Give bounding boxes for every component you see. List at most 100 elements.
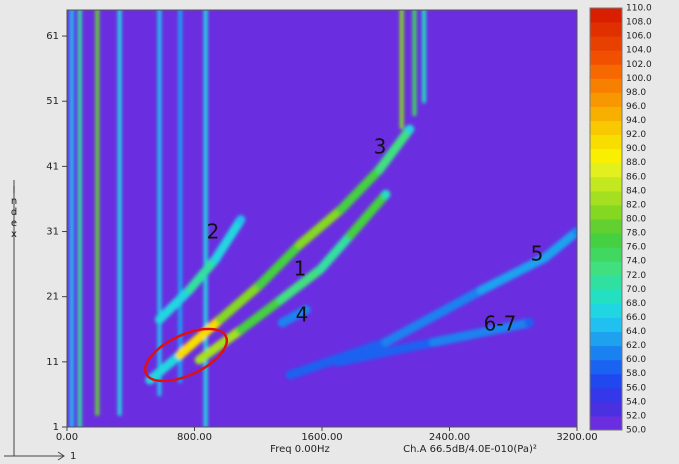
colorbar-band	[590, 78, 622, 93]
ridge-segment	[374, 124, 415, 175]
colorbar-band	[590, 134, 622, 150]
colorbar-tick-label: 100.0	[626, 74, 652, 84]
colorbar-tick-label: 78.0	[626, 229, 646, 239]
colorbar-band	[590, 190, 622, 206]
colorbar-band	[590, 387, 622, 403]
annotation: 1	[294, 257, 307, 281]
annotation: 3	[374, 135, 387, 159]
colorbar-tick-label: 104.0	[626, 46, 652, 56]
colorbar-band	[590, 373, 622, 389]
colorbar-band	[590, 8, 622, 23]
colorbar-band	[590, 176, 622, 192]
ridge-segment	[315, 230, 356, 274]
colorbar-tick-label: 86.0	[626, 172, 646, 182]
ridge-segment	[154, 285, 195, 324]
background-level	[67, 10, 577, 427]
colorbar-tick-label: 88.0	[626, 158, 646, 168]
colorbar-band	[590, 204, 622, 220]
colorbar-tick-label: 60.0	[626, 355, 646, 365]
colorbar-tick-label: 98.0	[626, 88, 646, 98]
ridge-segment	[210, 215, 246, 265]
colorbar-tick-label: 50.0	[626, 426, 646, 436]
colorbar-tick-label: 90.0	[626, 144, 646, 154]
y-tick-label: 31	[46, 227, 59, 238]
colorbar-band	[590, 247, 622, 262]
colorbar-frame	[589, 7, 623, 431]
x-tick-label: 2400.00	[429, 432, 470, 443]
colorbar-tick-label: 84.0	[626, 186, 646, 196]
colorbar-tick-label: 106.0	[626, 32, 652, 42]
colorbar-band	[590, 64, 622, 79]
ridge-segment	[145, 350, 185, 385]
colorbar-band	[590, 106, 622, 122]
colorbar-band	[590, 148, 622, 164]
x-tick-label: 800.00	[177, 432, 212, 443]
ridge-segment	[540, 227, 577, 263]
ridge-segment	[175, 314, 225, 360]
annotation: 5	[531, 242, 544, 266]
ridge-segment	[277, 305, 311, 328]
ridge-segment	[333, 337, 439, 367]
colorbar-tick-label: 58.0	[626, 369, 646, 379]
colorbar-tick-label: 66.0	[626, 313, 646, 323]
colorbar-tick-label: 110.0	[626, 4, 652, 14]
x-tick-label: 3200.00	[556, 432, 597, 443]
colorbar-tick-label: 74.0	[626, 257, 646, 267]
annotation: 4	[296, 303, 309, 327]
ridge-segment	[255, 240, 305, 290]
colorbar-band	[590, 261, 622, 276]
y-tick-label: 51	[46, 96, 59, 107]
ridge-segment	[215, 280, 265, 324]
plot-area	[67, 10, 577, 427]
colorbar-tick-label: 62.0	[626, 341, 646, 351]
colorbar-tick-label: 76.0	[626, 243, 646, 253]
colorbar-tick-label: 72.0	[626, 271, 646, 281]
colorbar-tick-label: 96.0	[626, 102, 646, 112]
ridge-segment	[236, 295, 286, 335]
colorbar-tick-label: 102.0	[626, 60, 652, 70]
colorbar-band	[590, 92, 622, 107]
colorbar-tick-label: 82.0	[626, 200, 646, 210]
annotation: 2	[207, 220, 220, 244]
colorbar-band	[590, 22, 622, 37]
colorbar-band	[590, 275, 622, 290]
colorbar-band	[590, 50, 622, 65]
colorbar-tick-label: 94.0	[626, 116, 646, 126]
ridge-segment	[336, 165, 384, 214]
colorbar-band	[590, 331, 622, 347]
x-tick-label: 1600.00	[301, 432, 342, 443]
ridge-segment	[346, 189, 391, 240]
y-tick-label: 61	[46, 31, 59, 42]
ridges	[69, 10, 577, 427]
colorbar-band	[590, 415, 622, 431]
colorbar-tick-label: 54.0	[626, 397, 646, 407]
colorbar-band	[590, 36, 622, 51]
colorbar-tick-label: 68.0	[626, 299, 646, 309]
ridge-segment	[194, 325, 246, 365]
x-index-label: 1	[70, 451, 76, 462]
colorbar-band	[590, 120, 622, 136]
y-tick-label: 21	[46, 292, 59, 303]
y-tick-label: 11	[46, 357, 59, 368]
axis-arrow	[4, 180, 65, 461]
info-label: Ch.A 66.5dB/4.0E-010(Pa)²	[403, 444, 537, 455]
colorbar-tick-label: 70.0	[626, 285, 646, 295]
colorbar-band	[590, 317, 622, 333]
colorbar-band	[590, 233, 622, 248]
ridge-segment	[185, 255, 220, 295]
colorbar-band	[590, 303, 622, 318]
annotation: 6-7	[484, 312, 517, 336]
x-axis-label: Freq 0.00Hz	[270, 444, 330, 455]
colorbar-band	[590, 289, 622, 304]
colorbar-tick-label: 52.0	[626, 411, 646, 421]
colorbar-band	[590, 401, 622, 417]
colorbar-band	[590, 359, 622, 375]
colorbar-tick-label: 92.0	[626, 130, 646, 140]
x-tick-label: 0.00	[56, 432, 78, 443]
colorbar-band	[590, 219, 622, 234]
ridge-segment	[476, 253, 550, 295]
colorbar-band	[590, 162, 622, 178]
ridge-segment	[276, 264, 325, 305]
colorbar-tick-label: 80.0	[626, 215, 646, 225]
